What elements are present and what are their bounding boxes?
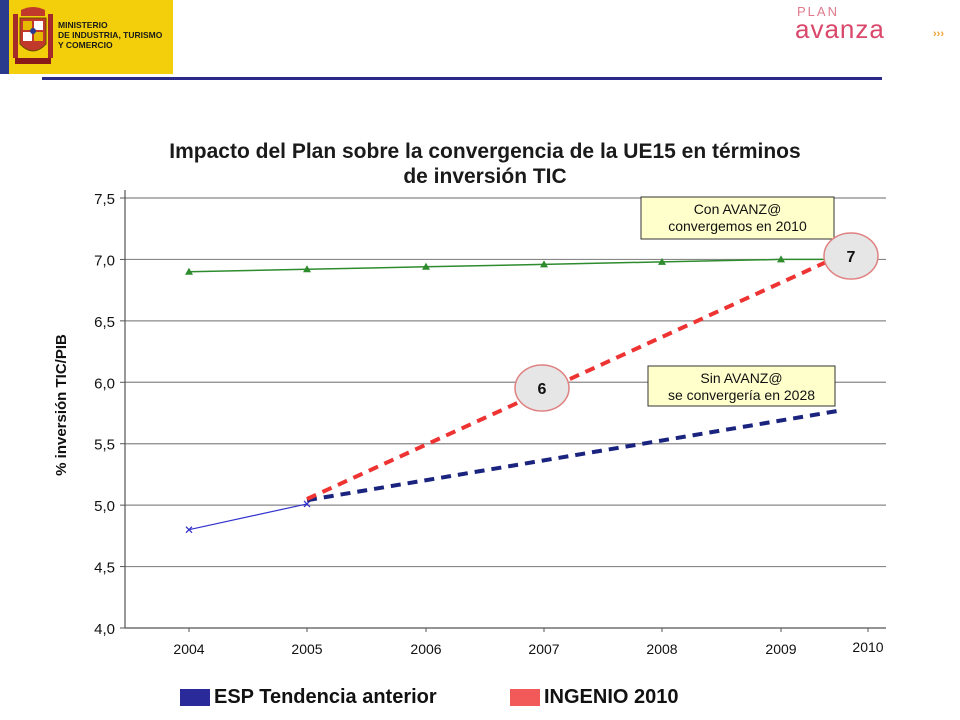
ministry-line: DE INDUSTRIA, TURISMO	[58, 30, 163, 40]
legend-item-ingenio: INGENIO 2010	[510, 683, 679, 711]
annotation-text-sin: se convergería en 2028	[668, 387, 815, 403]
annotation-box-con	[640, 196, 835, 240]
data-point-ue15	[540, 260, 548, 268]
series-line-ingenio	[306, 253, 841, 501]
annotation-box-sin	[647, 365, 836, 407]
y-tick-label: 4,0	[94, 621, 115, 638]
avanza-word: avanza	[795, 14, 885, 44]
y-axis-label: % inversión TIC/PIB	[53, 334, 70, 476]
y-tick-label: 5,5	[94, 437, 115, 454]
marker-circle	[823, 232, 879, 280]
ministry-line: Y COMERCIO	[58, 40, 113, 50]
marker-circle	[514, 364, 570, 412]
flag-strip	[0, 0, 9, 74]
y-tick-label: 5,0	[94, 498, 115, 515]
x-tick-label: 2009	[765, 641, 796, 657]
coat-of-arms-icon	[13, 7, 53, 64]
series-line-esp-trend	[306, 408, 841, 503]
legend-swatch-ingenio	[510, 688, 540, 706]
y-tick-label: 4,5	[94, 560, 115, 577]
legend-item-esp: ESP Tendencia anterior	[180, 683, 437, 711]
y-tick-label: 6,0	[94, 375, 115, 392]
y-tick-label: 7,5	[94, 191, 115, 208]
x-tick-label: 2005	[291, 641, 322, 657]
chart-title: Impacto del Plan sobre la convergencia d…	[60, 139, 910, 189]
plan-avanza-logo: PLAN avanza ›››	[793, 4, 958, 44]
data-point-ue15	[658, 257, 666, 265]
ministry-name: MINISTERIO DE INDUSTRIA, TURISMO Y COMER…	[58, 20, 173, 50]
data-point-esp-historic	[185, 526, 193, 534]
legend-label-esp: ESP Tendencia anterior	[214, 685, 437, 708]
ministry-logo: MINISTERIO DE INDUSTRIA, TURISMO Y COMER…	[0, 0, 173, 74]
x-tick-label: 2007	[528, 641, 559, 657]
legend-swatch-esp	[180, 688, 210, 706]
annotation-text-con: convergemos en 2010	[668, 218, 807, 234]
x-tick-label: 2006	[410, 641, 441, 657]
marker-label: 7	[847, 249, 856, 266]
data-point-ue15	[422, 262, 430, 270]
data-point-ue15	[777, 255, 785, 263]
y-tick-label: 6,5	[94, 314, 115, 331]
legend-label-ingenio: INGENIO 2010	[544, 685, 679, 708]
chart-title-line: de inversión TIC	[403, 165, 567, 188]
annotation-text-con: Con AVANZ@	[694, 201, 782, 217]
x-tick-label: 2008	[646, 641, 677, 657]
marker-label: 6	[538, 381, 547, 398]
data-point-ue15	[185, 267, 193, 275]
annotation-text-sin: Sin AVANZ@	[700, 370, 782, 386]
series-line-esp-historic	[188, 503, 308, 531]
ministry-line: MINISTERIO	[58, 20, 108, 30]
header-rule	[42, 77, 882, 80]
data-point-ue15	[303, 265, 311, 273]
plan-word: PLAN	[797, 4, 839, 19]
x-tick-label: 2004	[173, 641, 204, 657]
y-tick-label: 7,0	[94, 252, 115, 269]
chart-title-line: Impacto del Plan sobre la convergencia d…	[169, 140, 801, 163]
chevrons-icon: ›››	[933, 28, 944, 40]
x-tick-label: 2010	[852, 639, 883, 655]
series-line-ue15	[188, 258, 840, 273]
